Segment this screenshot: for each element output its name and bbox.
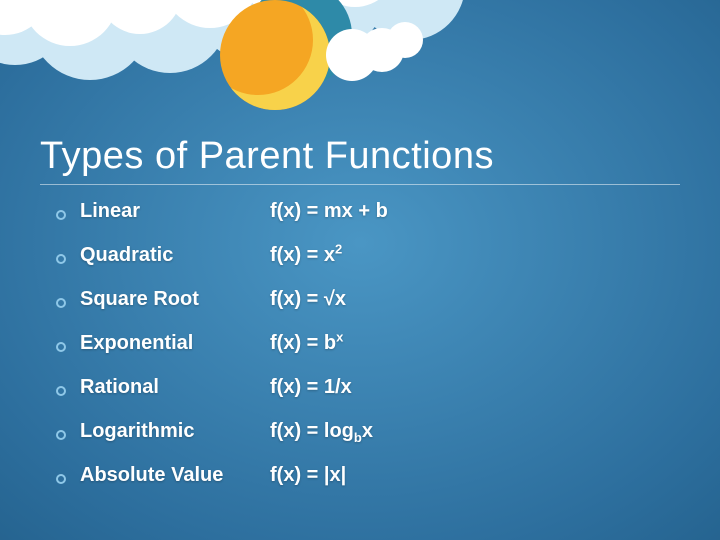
function-name: Exponential xyxy=(80,332,270,355)
function-formula: f(x) = |x| xyxy=(270,464,676,487)
function-name: Square Root xyxy=(80,288,270,311)
list-item: Rational f(x) = 1/x xyxy=(56,376,676,399)
bullet-icon xyxy=(56,298,66,308)
function-formula: f(x) = x2 xyxy=(270,244,676,267)
function-formula: f(x) = mx + b xyxy=(270,200,676,223)
bullet-icon xyxy=(56,254,66,264)
function-formula: f(x) = logbx xyxy=(270,420,676,443)
function-formula: f(x) = √x xyxy=(270,288,676,311)
title-container: Types of Parent Functions xyxy=(40,135,680,185)
list-item: Quadratic f(x) = x2 xyxy=(56,244,676,267)
slide-title: Types of Parent Functions xyxy=(40,135,680,185)
function-formula: f(x) = 1/x xyxy=(270,376,676,399)
function-name: Logarithmic xyxy=(80,420,270,443)
function-name: Absolute Value xyxy=(80,464,270,487)
function-list: Linear f(x) = mx + b Quadratic f(x) = x2… xyxy=(56,200,676,508)
list-item: Square Root f(x) = √x xyxy=(56,288,676,311)
function-formula: f(x) = bx xyxy=(270,332,676,355)
list-item: Linear f(x) = mx + b xyxy=(56,200,676,223)
bullet-icon xyxy=(56,386,66,396)
bullet-icon xyxy=(56,342,66,352)
function-name: Linear xyxy=(80,200,270,223)
list-item: Absolute Value f(x) = |x| xyxy=(56,464,676,487)
bullet-icon xyxy=(56,430,66,440)
bullet-icon xyxy=(56,210,66,220)
function-name: Quadratic xyxy=(80,244,270,267)
function-name: Rational xyxy=(80,376,270,399)
bullet-icon xyxy=(56,474,66,484)
list-item: Exponential f(x) = bx xyxy=(56,332,676,355)
list-item: Logarithmic f(x) = logbx xyxy=(56,420,676,443)
